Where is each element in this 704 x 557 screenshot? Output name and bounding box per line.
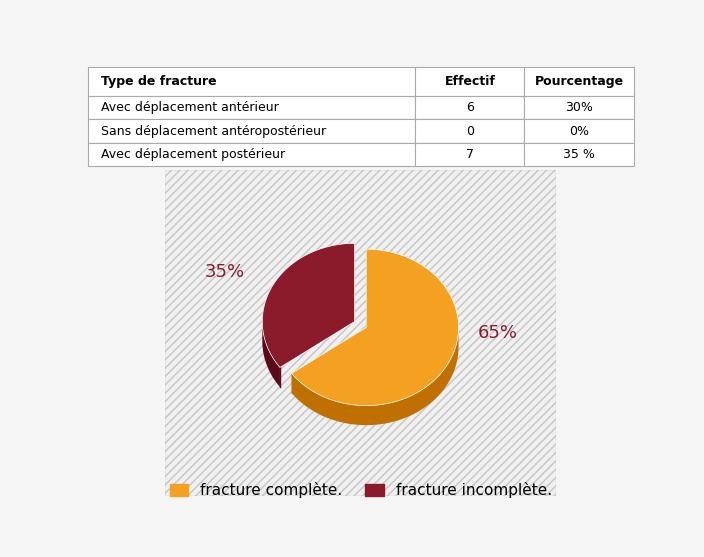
Text: 65%: 65% bbox=[478, 324, 518, 342]
Text: 35%: 35% bbox=[205, 263, 245, 281]
Legend: fracture complète., fracture incomplète.: fracture complète., fracture incomplète. bbox=[163, 476, 558, 505]
Polygon shape bbox=[291, 328, 458, 425]
Polygon shape bbox=[263, 243, 355, 368]
Polygon shape bbox=[263, 323, 280, 387]
Polygon shape bbox=[291, 249, 458, 405]
